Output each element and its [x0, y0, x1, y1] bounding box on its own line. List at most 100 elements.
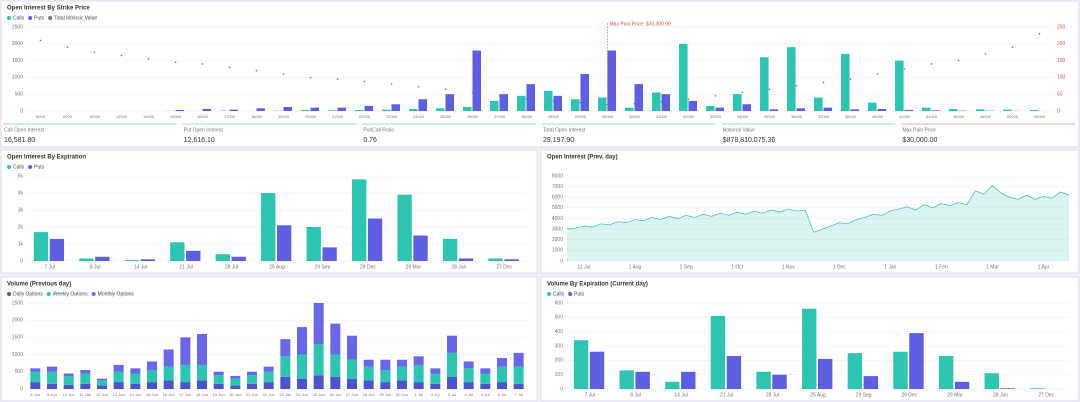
bar-segment: [380, 382, 391, 389]
x-tick-label: 22 Jun: [263, 392, 275, 397]
dot: [498, 95, 501, 97]
bar: [733, 94, 742, 111]
bar: [124, 260, 140, 261]
bar: [681, 371, 696, 389]
x-tick-label: 20000: [305, 114, 317, 119]
bar: [352, 179, 367, 261]
bar: [504, 259, 519, 261]
stat-value: $30,000.00: [902, 137, 937, 144]
x-tick-label: 19000: [278, 114, 290, 119]
legend-label: Monthly Options: [98, 291, 135, 297]
dot: [525, 98, 528, 101]
x-tick-label: 1 Dec: [833, 264, 847, 270]
bar-segment: [80, 383, 91, 389]
bar: [306, 227, 321, 261]
bar: [553, 95, 563, 111]
bar-segment: [413, 382, 424, 389]
dot: [471, 91, 474, 94]
dot: [984, 53, 987, 55]
x-tick-label: 7 Jul: [585, 392, 596, 398]
bar: [231, 256, 246, 261]
bar: [382, 109, 391, 111]
x-tick-label: 28 Jul: [225, 264, 238, 270]
x-tick-label: 1 Sep: [680, 264, 693, 270]
legend-label: Puts: [34, 15, 45, 21]
dot: [39, 39, 42, 42]
legend-marker: [547, 292, 551, 296]
chart-title: Open Interest By Expiration: [7, 155, 86, 161]
dot: [93, 51, 96, 53]
y-tick-label: 0: [560, 258, 563, 264]
bar: [796, 108, 806, 111]
x-tick-label: 10000: [89, 114, 101, 119]
x-tick-label: 2 Jul: [431, 392, 440, 397]
bar-segment: [113, 371, 124, 383]
chart-title: Open Interest By Strike Price: [7, 6, 90, 12]
x-tick-label: 14000: [143, 114, 155, 119]
bar: [544, 90, 553, 111]
panel: [540, 149, 1080, 274]
x-tick-label: 34000: [737, 114, 749, 119]
y2-tick-label: 250: [1057, 24, 1066, 30]
bar-segment: [513, 383, 524, 389]
x-tick-label: 33000: [710, 114, 722, 119]
bar: [909, 333, 924, 389]
bar-segment: [297, 327, 307, 355]
bar: [490, 100, 499, 111]
x-tick-label: 35000: [764, 114, 776, 119]
bar: [814, 97, 823, 111]
legend-label: Calls: [13, 15, 25, 21]
bar-segment: [80, 370, 91, 374]
x-tick-label: 29 Jun: [379, 392, 391, 397]
x-tick-label: 23 Jun: [279, 392, 291, 397]
x-tick-label: 16000: [197, 114, 209, 119]
x-tick-label: 1 Jan: [884, 264, 896, 270]
bar-segment: [97, 380, 107, 386]
x-tick-label: 25 Jun: [313, 392, 325, 397]
bar-segment: [447, 335, 457, 353]
bar-segment: [130, 383, 141, 389]
x-tick-label: 38000: [845, 114, 857, 119]
dot: [390, 83, 393, 85]
bar-segment: [147, 370, 157, 383]
annotation: Max Pain Price: $30,000.00: [610, 21, 672, 27]
dot: [1038, 32, 1041, 35]
x-tick-label: 1 Mar: [986, 264, 999, 270]
dot: [309, 76, 312, 79]
bar: [818, 358, 833, 389]
x-tick-label: 5000: [36, 114, 46, 119]
x-tick-label: 10 Jun: [63, 392, 75, 397]
bar: [367, 218, 383, 261]
x-tick-label: 32000: [683, 114, 695, 119]
bar: [95, 256, 110, 261]
chart-title: Open Interest (Prev. day): [547, 155, 618, 161]
x-tick-label: 55000: [1034, 114, 1046, 119]
x-tick-label: 26000: [467, 114, 479, 119]
dot: [201, 63, 204, 65]
bar-segment: [247, 383, 257, 389]
x-tick-label: 20 Jun: [229, 392, 241, 397]
bar: [442, 238, 458, 261]
dot: [147, 58, 150, 60]
x-tick-label: 28000: [521, 114, 533, 119]
bar-segment: [497, 366, 507, 383]
x-tick-label: 31000: [656, 114, 668, 119]
bar: [409, 108, 418, 111]
x-tick-label: 28 Jul: [766, 392, 779, 398]
bar-segment: [347, 378, 357, 389]
x-tick-label: 12000: [116, 114, 128, 119]
chart-title: Volume (Previous day): [7, 282, 71, 288]
dot: [876, 73, 879, 75]
stat-label: Total Open Interest: [543, 127, 586, 133]
y-tick-label: 1500: [12, 58, 23, 64]
x-tick-label: 21 Jul: [720, 392, 733, 398]
stat-label: Call Open Interest: [4, 127, 45, 133]
legend-label: Total Intrinsic Value: [54, 15, 97, 21]
y-tick-label: 500: [15, 92, 24, 98]
legend-marker: [568, 292, 573, 296]
x-tick-label: 36000: [791, 114, 803, 119]
dot: [795, 85, 798, 87]
bar-segment: [363, 366, 374, 381]
bar: [186, 250, 201, 261]
